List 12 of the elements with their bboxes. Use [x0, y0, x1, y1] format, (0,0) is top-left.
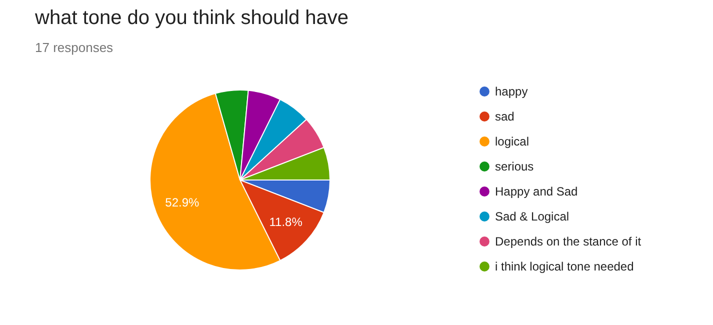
data-label: 52.9%: [165, 195, 200, 210]
chart-subtitle: 17 responses: [35, 40, 114, 55]
legend-label: i think logical tone needed: [495, 260, 634, 274]
legend-label: logical: [495, 134, 530, 148]
legend-label: Sad & Logical: [495, 210, 570, 224]
legend-label: Depends on the stance of it: [495, 234, 642, 248]
data-label: 11.8%: [269, 214, 303, 229]
legend-label: happy: [495, 84, 528, 98]
legend-label: Happy and Sad: [495, 184, 578, 198]
legend-label: serious: [495, 160, 534, 174]
chart-title: what tone do you think should have: [34, 7, 349, 29]
legend-label: sad: [495, 110, 514, 124]
